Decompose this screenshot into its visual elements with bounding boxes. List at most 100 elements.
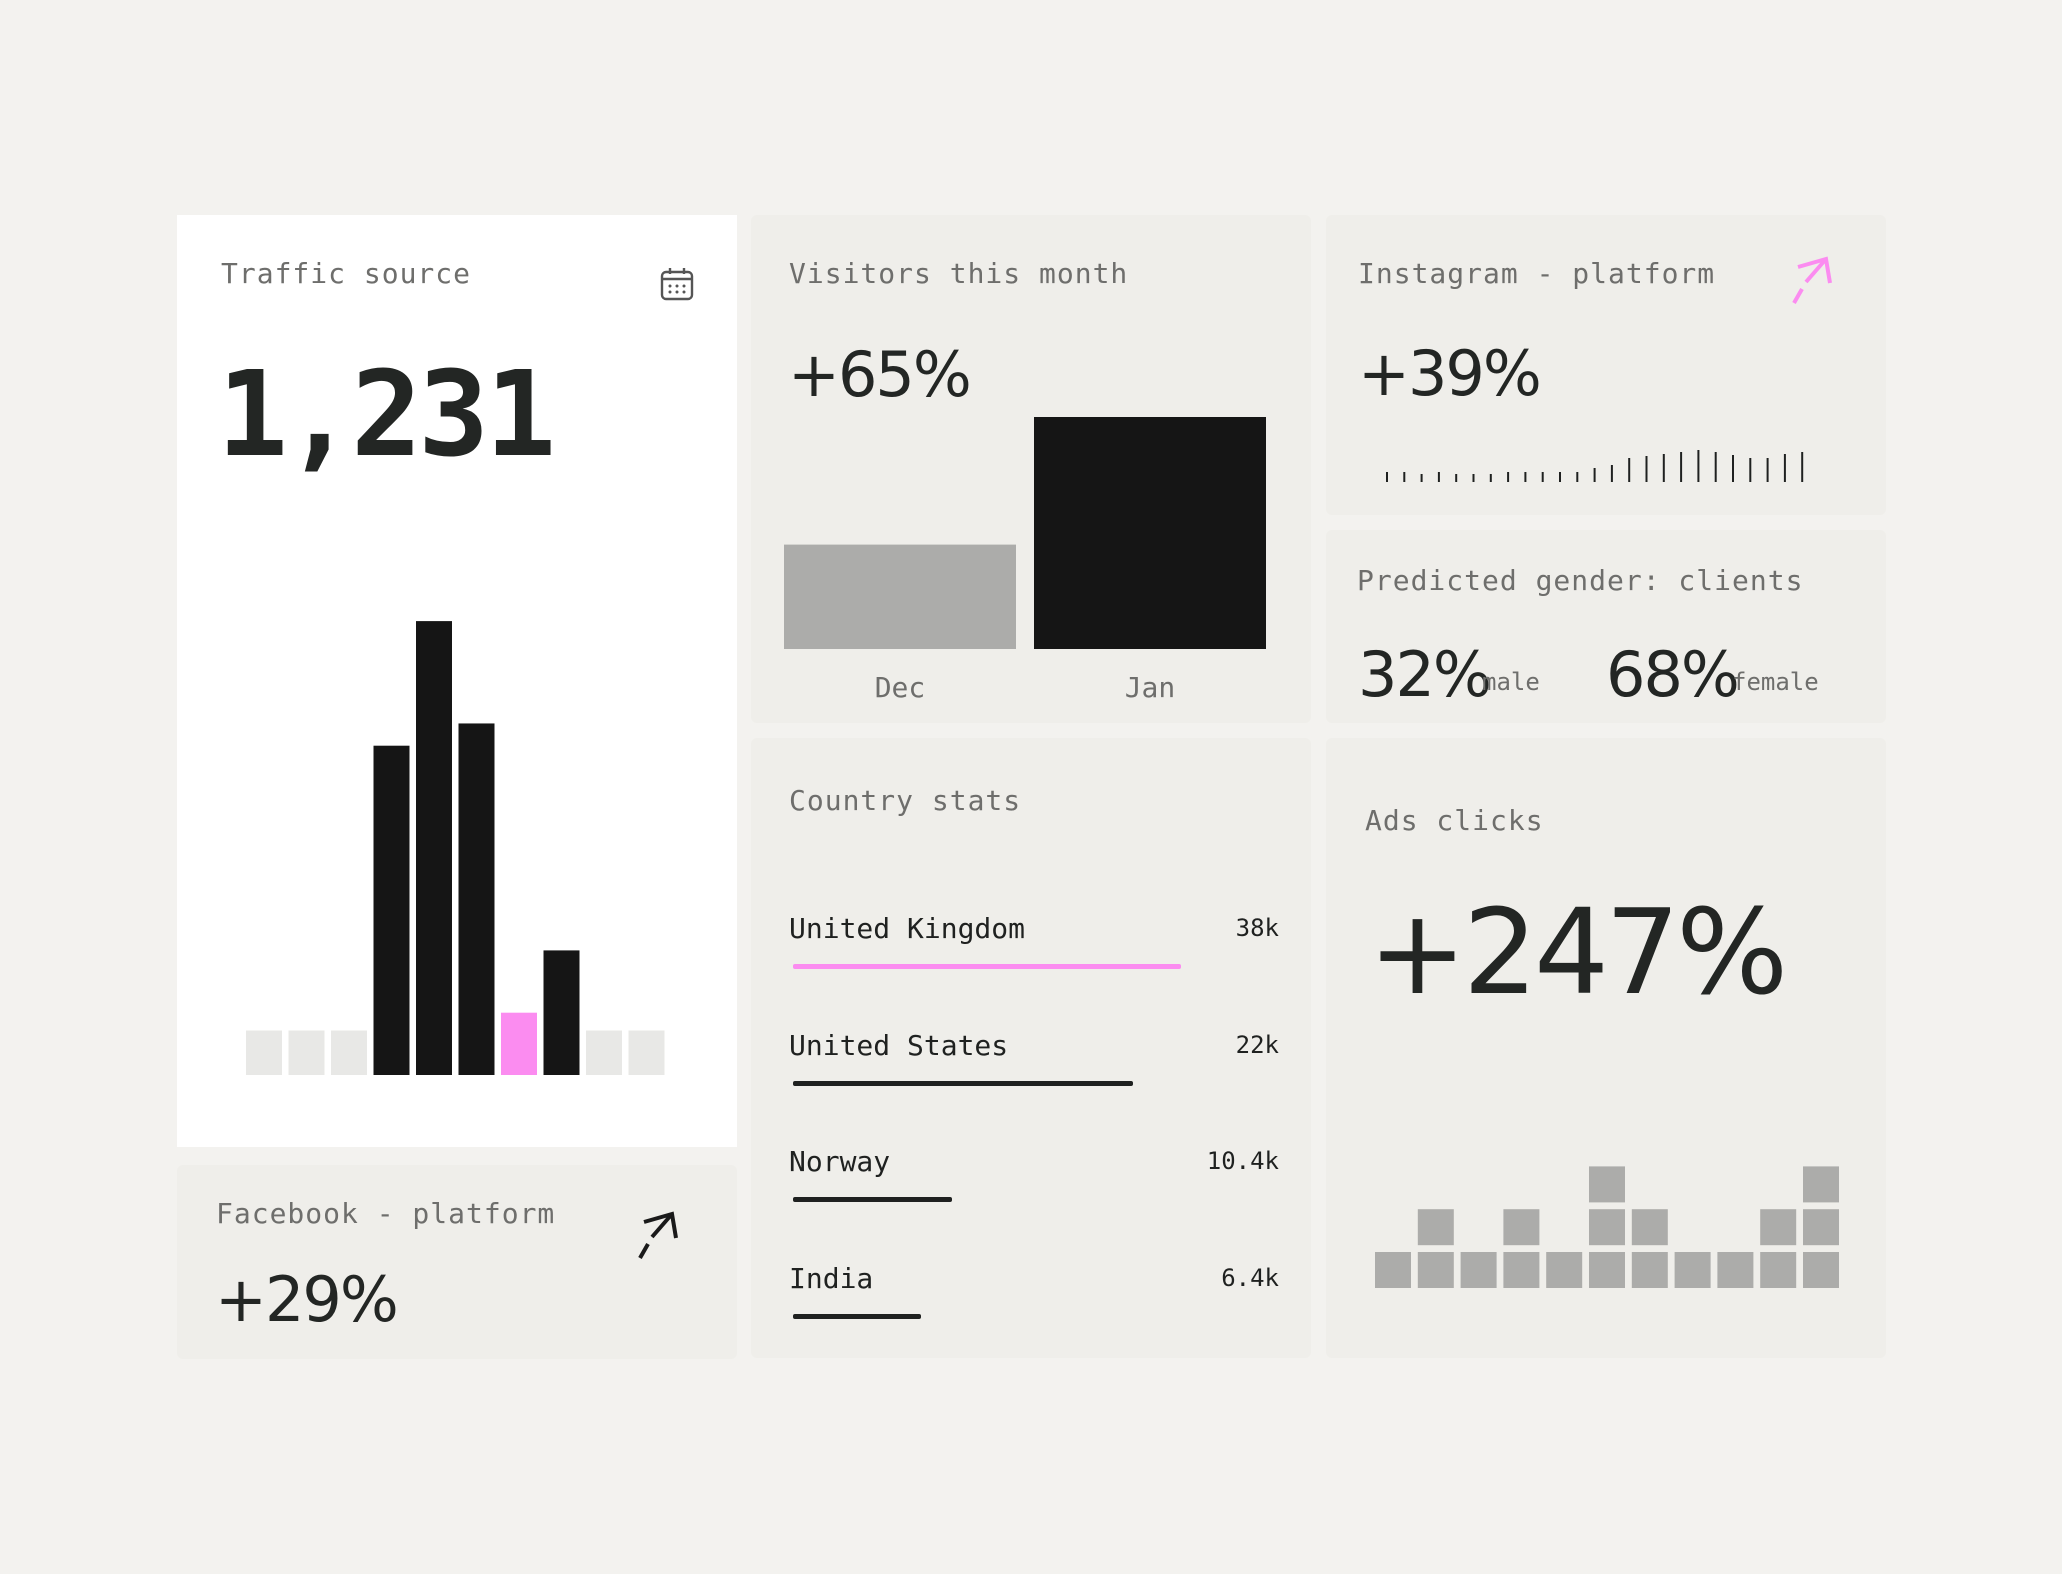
visitors-bar <box>1034 417 1266 649</box>
instagram-tick <box>1610 465 1613 482</box>
instagram-tick <box>1697 450 1700 482</box>
instagram-tick <box>1455 474 1458 482</box>
instagram-tick <box>1507 472 1510 482</box>
visitors-label-jan: Jan <box>1124 671 1176 704</box>
traffic-source-card: Traffic source 1,231 <box>177 215 737 1147</box>
instagram-tick <box>1801 452 1804 482</box>
traffic-bar <box>373 745 410 1075</box>
instagram-tick <box>1662 454 1665 482</box>
ads-square <box>1803 1252 1839 1288</box>
ads-square <box>1417 1252 1454 1288</box>
ads-square <box>1375 1252 1411 1288</box>
instagram-tick <box>1576 472 1579 482</box>
gender-card: Predicted gender: clients 32% male 68% f… <box>1326 530 1886 723</box>
ads-square <box>1460 1252 1497 1288</box>
country-stats-card: Country stats United Kingdom 38k United … <box>751 738 1311 1358</box>
ads-square <box>1631 1209 1668 1246</box>
traffic-bar <box>458 723 495 1075</box>
traffic-bar <box>246 1030 282 1075</box>
country-name-norway: Norway <box>789 1145 891 1178</box>
traffic-bar <box>501 1012 537 1075</box>
instagram-tick <box>1489 474 1492 482</box>
ads-square <box>1589 1166 1625 1203</box>
instagram-value: +39% <box>1358 337 1542 410</box>
ads-title: Ads clicks <box>1365 804 1544 837</box>
ads-square <box>1503 1252 1540 1288</box>
visitors-bar <box>784 544 1016 649</box>
ads-square <box>1417 1209 1454 1246</box>
traffic-source-value: 1,231 <box>217 345 556 483</box>
gender-male-value: 32% <box>1358 638 1492 711</box>
visitors-value: +65% <box>788 338 972 411</box>
country-bar-norway <box>793 1197 953 1202</box>
facebook-value: +29% <box>215 1263 399 1336</box>
country-stats-title: Country stats <box>789 784 1022 817</box>
traffic-bar <box>628 1030 665 1075</box>
instagram-title: Instagram - platform <box>1358 257 1716 290</box>
ads-square <box>1631 1252 1668 1288</box>
ads-square <box>1546 1252 1583 1288</box>
instagram-tick <box>1386 472 1388 482</box>
traffic-bar <box>543 950 580 1075</box>
facebook-card: Facebook - platform +29% <box>177 1165 737 1359</box>
instagram-chart <box>1386 450 1804 482</box>
traffic-bar <box>416 621 452 1075</box>
country-bar-india <box>793 1314 922 1319</box>
instagram-tick <box>1714 452 1717 482</box>
gender-title: Predicted gender: clients <box>1357 564 1804 597</box>
instagram-tick <box>1559 472 1561 482</box>
instagram-tick <box>1437 472 1440 482</box>
arrow-up-right-icon[interactable] <box>1786 255 1836 305</box>
instagram-card: Instagram - platform +39% <box>1326 215 1886 515</box>
instagram-tick <box>1766 458 1769 482</box>
ads-square <box>1503 1209 1540 1246</box>
visitors-label-dec: Dec <box>874 671 926 704</box>
country-name-us: United States <box>789 1029 1009 1062</box>
instagram-tick <box>1732 455 1734 482</box>
traffic-source-title: Traffic source <box>221 257 472 290</box>
gender-male-label: male <box>1482 668 1540 696</box>
ads-square <box>1803 1209 1839 1246</box>
country-value-uk: 38k <box>1235 914 1279 942</box>
traffic-bar <box>331 1030 367 1075</box>
country-value-norway: 10.4k <box>1206 1147 1279 1175</box>
country-name-india: India <box>789 1262 874 1295</box>
instagram-tick <box>1524 472 1527 482</box>
instagram-tick <box>1680 452 1683 482</box>
facebook-title: Facebook - platform <box>216 1197 556 1230</box>
ads-square <box>1717 1252 1754 1288</box>
gender-female-label: female <box>1732 668 1819 696</box>
instagram-tick <box>1541 472 1544 482</box>
calendar-icon[interactable] <box>660 267 694 301</box>
instagram-tick <box>1420 474 1423 482</box>
ads-value: +247% <box>1368 883 1788 1021</box>
country-value-us: 22k <box>1235 1031 1279 1059</box>
ads-square <box>1589 1252 1625 1288</box>
country-bar-us <box>793 1081 1133 1086</box>
instagram-tick <box>1645 456 1648 482</box>
visitors-title: Visitors this month <box>789 257 1129 290</box>
traffic-bar <box>288 1030 325 1075</box>
ads-square <box>1760 1209 1797 1246</box>
ads-square <box>1674 1252 1711 1288</box>
ads-card: Ads clicks +247% <box>1326 738 1886 1358</box>
visitors-chart <box>784 417 1266 649</box>
ads-chart <box>1375 1166 1839 1288</box>
ads-square <box>1760 1252 1797 1288</box>
instagram-tick <box>1628 458 1631 482</box>
ads-square <box>1589 1209 1625 1246</box>
traffic-source-chart <box>246 621 665 1075</box>
instagram-tick <box>1593 468 1596 482</box>
arrow-up-right-icon[interactable] <box>632 1210 682 1260</box>
traffic-bar <box>586 1030 622 1075</box>
country-value-india: 6.4k <box>1221 1264 1279 1292</box>
visitors-card: Visitors this month +65% Dec Jan <box>751 215 1311 723</box>
instagram-tick <box>1783 454 1786 482</box>
instagram-tick <box>1403 472 1406 482</box>
instagram-tick <box>1749 458 1752 482</box>
country-name-uk: United Kingdom <box>789 912 1026 945</box>
ads-square <box>1803 1166 1839 1203</box>
instagram-tick <box>1472 474 1475 482</box>
country-bar-uk <box>793 964 1181 969</box>
gender-female-value: 68% <box>1606 638 1740 711</box>
